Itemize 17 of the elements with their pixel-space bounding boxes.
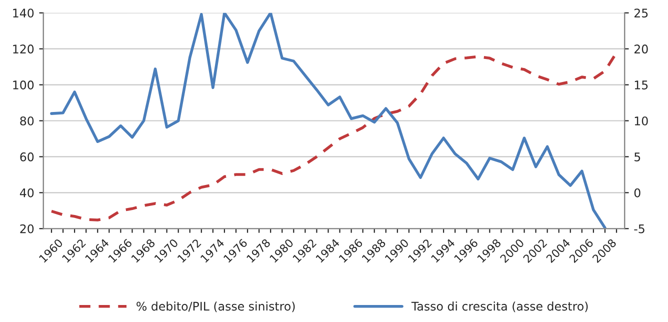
y-tick-label: 40 — [20, 188, 34, 198]
y2-tick-label: 15 — [634, 80, 648, 90]
legend-label: % debito/PIL (asse sinistro) — [136, 302, 295, 312]
y2-tick-label: 20 — [634, 44, 648, 54]
y-tick-label: 60 — [20, 152, 34, 162]
y-tick-label: 20 — [20, 224, 34, 234]
line-series — [50, 12, 606, 229]
y-tick-label: 120 — [13, 44, 34, 54]
y2-tick-label: -5 — [634, 224, 644, 234]
y-tick-label: 80 — [20, 116, 34, 126]
y-tick-label: 100 — [13, 80, 34, 90]
y-tick-label: 140 — [13, 8, 34, 18]
y2-tick-label: 10 — [634, 116, 648, 126]
legend-label: Tasso di crescita (asse destro) — [411, 302, 588, 312]
y2-tick-label: 0 — [634, 188, 640, 198]
y2-tick-label: 5 — [634, 152, 640, 162]
y2-tick-label: 25 — [634, 8, 648, 18]
